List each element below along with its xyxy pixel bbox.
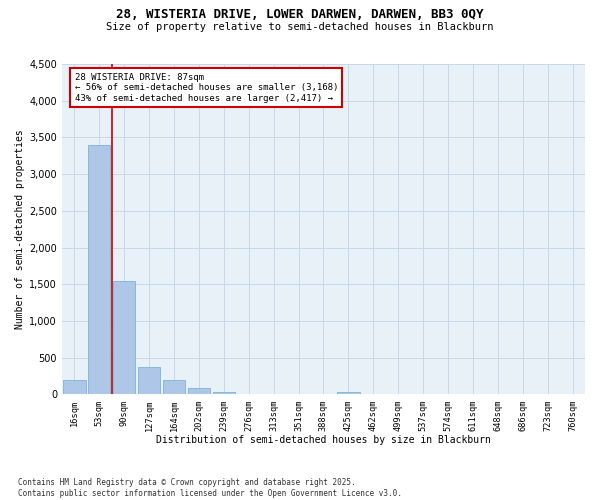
Text: 28 WISTERIA DRIVE: 87sqm
← 56% of semi-detached houses are smaller (3,168)
43% o: 28 WISTERIA DRIVE: 87sqm ← 56% of semi-d… bbox=[74, 73, 338, 102]
X-axis label: Distribution of semi-detached houses by size in Blackburn: Distribution of semi-detached houses by … bbox=[156, 435, 491, 445]
Bar bbox=[113, 280, 136, 394]
Text: Contains HM Land Registry data © Crown copyright and database right 2025.
Contai: Contains HM Land Registry data © Crown c… bbox=[18, 478, 402, 498]
Bar bbox=[88, 145, 110, 394]
Bar bbox=[163, 380, 185, 394]
Bar bbox=[63, 380, 86, 394]
Bar bbox=[337, 392, 359, 394]
Y-axis label: Number of semi-detached properties: Number of semi-detached properties bbox=[15, 130, 25, 329]
Text: 28, WISTERIA DRIVE, LOWER DARWEN, DARWEN, BB3 0QY: 28, WISTERIA DRIVE, LOWER DARWEN, DARWEN… bbox=[116, 8, 484, 20]
Text: Size of property relative to semi-detached houses in Blackburn: Size of property relative to semi-detach… bbox=[106, 22, 494, 32]
Bar bbox=[212, 392, 235, 394]
Bar bbox=[188, 388, 210, 394]
Bar bbox=[138, 366, 160, 394]
